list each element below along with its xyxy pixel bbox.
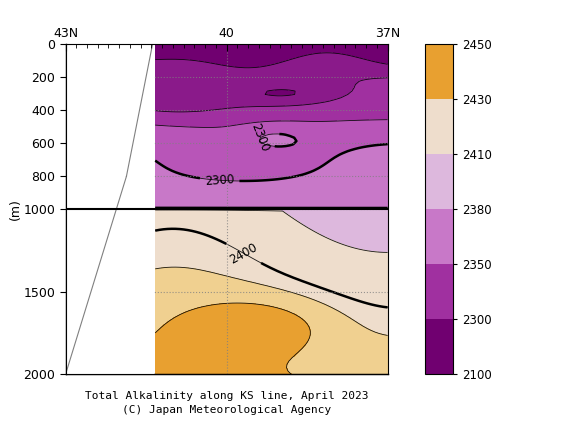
Text: 2300: 2300: [205, 173, 235, 188]
Text: (C) Japan Meteorological Agency: (C) Japan Meteorological Agency: [122, 405, 331, 415]
Text: 2300: 2300: [249, 121, 272, 154]
Text: 2400: 2400: [227, 240, 260, 266]
Y-axis label: (m): (m): [9, 198, 22, 220]
Text: Total Alkalinity along KS line, April 2023: Total Alkalinity along KS line, April 20…: [85, 391, 368, 401]
